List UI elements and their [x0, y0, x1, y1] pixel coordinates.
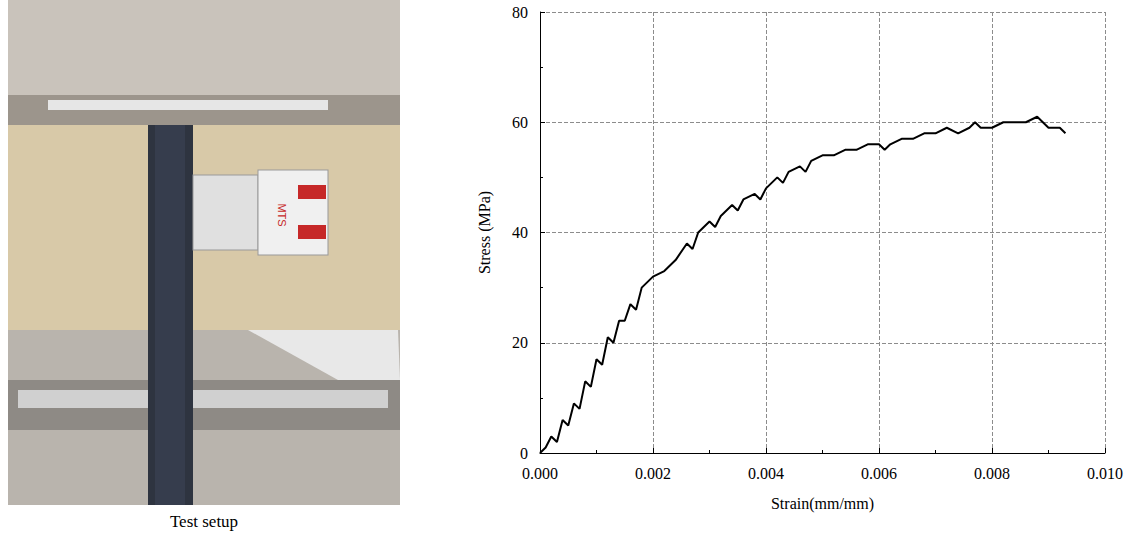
svg-text:0.008: 0.008: [974, 465, 1010, 482]
svg-text:40: 40: [512, 224, 528, 241]
html-text:Test setup: Test setup: [169, 512, 239, 531]
svg-text:0.000: 0.000: [522, 465, 558, 482]
svg-text:0.002: 0.002: [635, 465, 671, 482]
svg-text:0.004: 0.004: [748, 465, 784, 482]
svg-text:0.006: 0.006: [861, 465, 897, 482]
svg-text:20: 20: [512, 334, 528, 351]
svg-text:Strain(mm/mm): Strain(mm/mm): [771, 495, 874, 513]
svg-text:60: 60: [512, 114, 528, 131]
svg-text:0: 0: [520, 445, 528, 462]
svg-text:0.010: 0.010: [1087, 465, 1123, 482]
svg-text:Stress (MPa): Stress (MPa): [476, 191, 494, 274]
svg-text:MTS: MTS: [276, 203, 288, 226]
svg-text:80: 80: [512, 4, 528, 21]
